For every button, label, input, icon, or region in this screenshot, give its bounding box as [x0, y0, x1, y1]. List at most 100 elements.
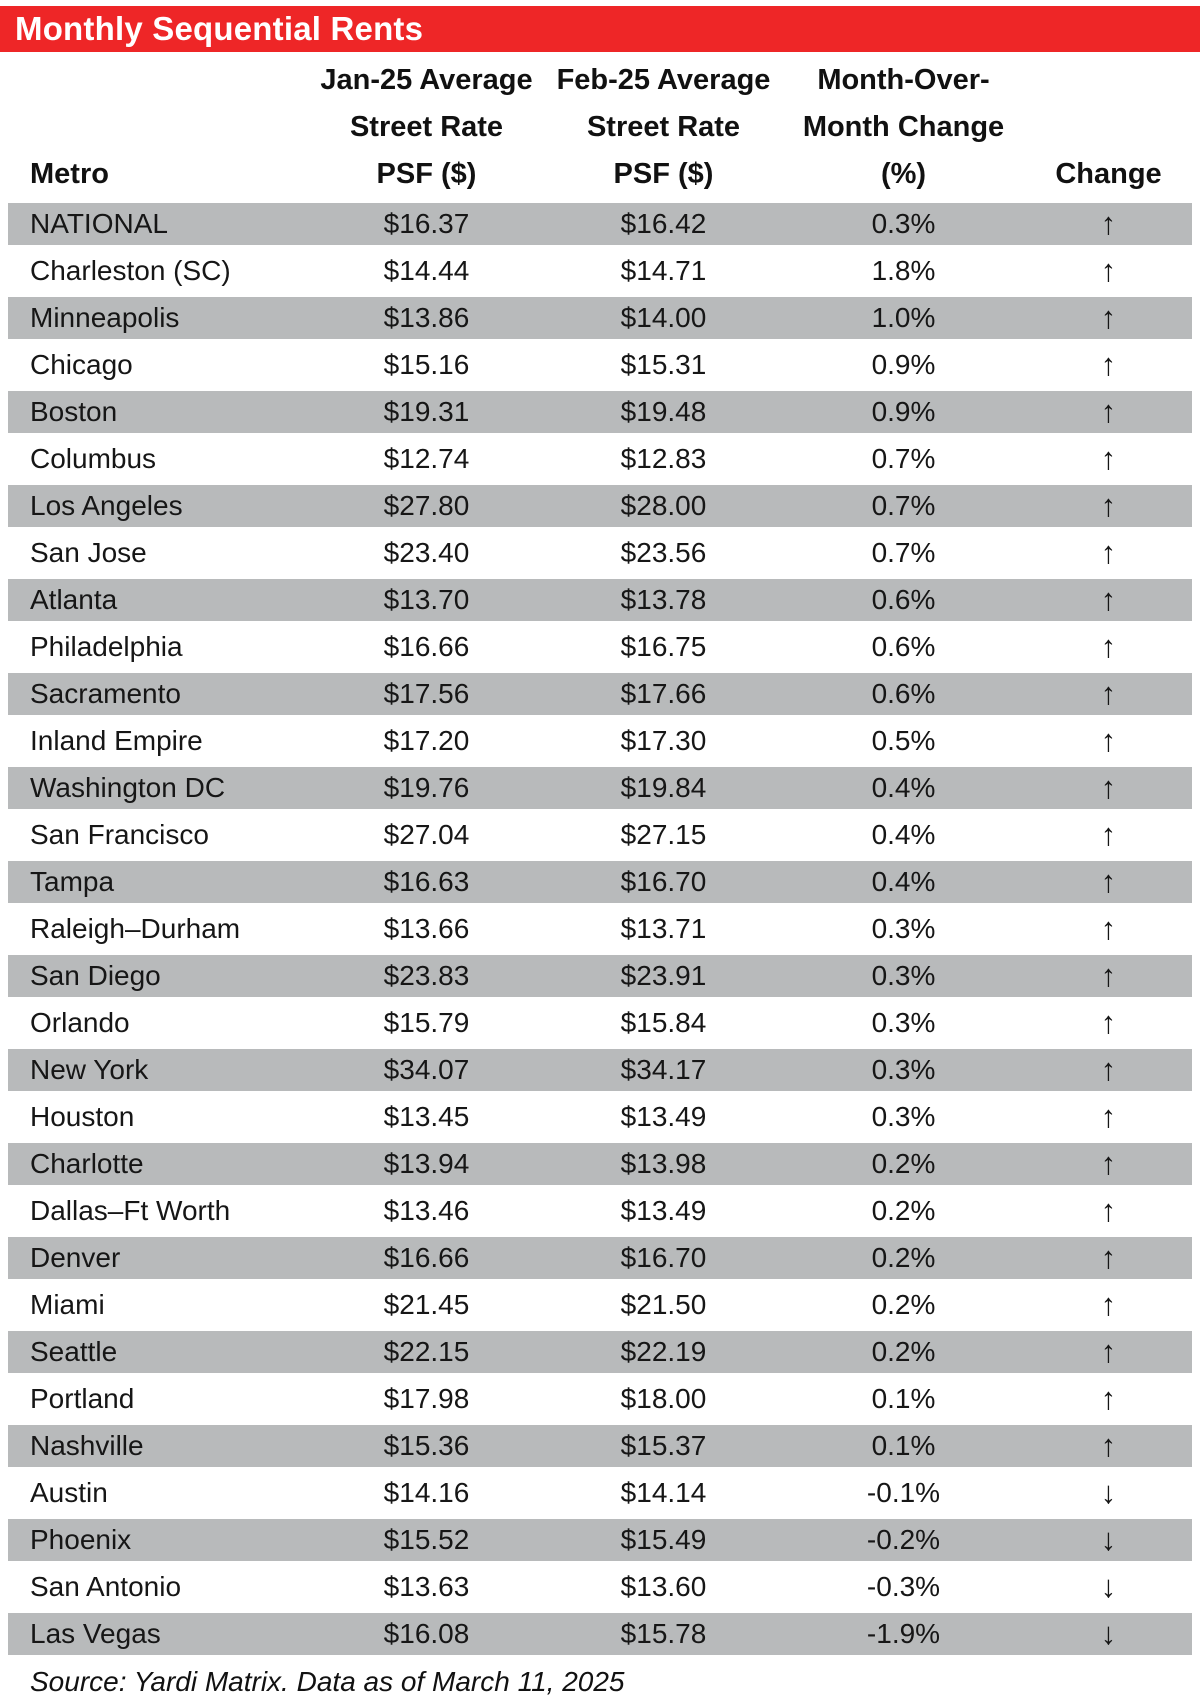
feb-rate-cell: $14.14	[545, 1472, 782, 1514]
table-row: Seattle $22.15 $22.19 0.2% ↑	[8, 1331, 1192, 1373]
up-arrow-icon: ↑	[1100, 394, 1117, 429]
table-row: Los Angeles $27.80 $28.00 0.7% ↑	[8, 485, 1192, 527]
table-row: Austin $14.16 $14.14 -0.1% ↓	[8, 1472, 1192, 1514]
up-arrow-icon: ↑	[1100, 206, 1117, 241]
metro-cell: Boston	[8, 391, 308, 433]
feb-rate-cell: $14.71	[545, 250, 782, 292]
metro-cell: Charlotte	[8, 1143, 308, 1185]
table-row: New York $34.07 $34.17 0.3% ↑	[8, 1049, 1192, 1091]
column-header-feb: Feb-25 Average Street Rate PSF ($)	[556, 64, 771, 190]
mom-change-cell: 0.6%	[782, 626, 1025, 668]
change-arrow-cell: ↑	[1025, 579, 1192, 621]
metro-cell: Nashville	[8, 1425, 308, 1467]
jan-rate-cell: $13.63	[308, 1566, 545, 1608]
feb-rate-cell: $16.75	[545, 626, 782, 668]
rents-table: Metro Jan-25 Average Street Rate PSF ($) Feb…	[8, 52, 1192, 1660]
change-arrow-cell: ↑	[1025, 1002, 1192, 1044]
feb-rate-cell: $19.84	[545, 767, 782, 809]
mom-change-cell: 0.3%	[782, 203, 1025, 245]
metro-cell: Orlando	[8, 1002, 308, 1044]
table-row: Portland $17.98 $18.00 0.1% ↑	[8, 1378, 1192, 1420]
up-arrow-icon: ↑	[1100, 1193, 1117, 1228]
table-row: Raleigh–Durham $13.66 $13.71 0.3% ↑	[8, 908, 1192, 950]
mom-change-cell: 0.3%	[782, 908, 1025, 950]
feb-rate-cell: $16.70	[545, 861, 782, 903]
change-arrow-cell: ↑	[1025, 250, 1192, 292]
up-arrow-icon: ↑	[1100, 1146, 1117, 1181]
feb-rate-cell: $34.17	[545, 1049, 782, 1091]
change-arrow-cell: ↑	[1025, 814, 1192, 856]
up-arrow-icon: ↑	[1100, 770, 1117, 805]
metro-cell: Inland Empire	[8, 720, 308, 762]
table-row: NATIONAL $16.37 $16.42 0.3% ↑	[8, 203, 1192, 245]
change-arrow-cell: ↓	[1025, 1472, 1192, 1514]
table-row: Las Vegas $16.08 $15.78 -1.9% ↓	[8, 1613, 1192, 1655]
table-row: San Jose $23.40 $23.56 0.7% ↑	[8, 532, 1192, 574]
column-header-change: Change	[1055, 158, 1162, 190]
mom-change-cell: 0.2%	[782, 1143, 1025, 1185]
up-arrow-icon: ↑	[1100, 864, 1117, 899]
mom-change-cell: 0.1%	[782, 1378, 1025, 1420]
up-arrow-icon: ↑	[1100, 1240, 1117, 1275]
jan-rate-cell: $13.86	[308, 297, 545, 339]
up-arrow-icon: ↑	[1100, 1334, 1117, 1369]
up-arrow-icon: ↑	[1100, 723, 1117, 758]
metro-cell: Charleston (SC)	[8, 250, 308, 292]
table-row: Charleston (SC) $14.44 $14.71 1.8% ↑	[8, 250, 1192, 292]
mom-change-cell: 0.3%	[782, 1049, 1025, 1091]
change-arrow-cell: ↑	[1025, 1143, 1192, 1185]
feb-rate-cell: $18.00	[545, 1378, 782, 1420]
up-arrow-icon: ↑	[1100, 629, 1117, 664]
metro-cell: Columbus	[8, 438, 308, 480]
feb-rate-cell: $13.49	[545, 1096, 782, 1138]
up-arrow-icon: ↑	[1100, 347, 1117, 382]
mom-change-cell: -0.1%	[782, 1472, 1025, 1514]
metro-cell: Los Angeles	[8, 485, 308, 527]
jan-rate-cell: $13.45	[308, 1096, 545, 1138]
down-arrow-icon: ↓	[1100, 1616, 1117, 1651]
metro-cell: Tampa	[8, 861, 308, 903]
mom-change-cell: -0.2%	[782, 1519, 1025, 1561]
change-arrow-cell: ↓	[1025, 1613, 1192, 1655]
jan-rate-cell: $22.15	[308, 1331, 545, 1373]
feb-rate-cell: $22.19	[545, 1331, 782, 1373]
change-arrow-cell: ↑	[1025, 203, 1192, 245]
table-row: Washington DC $19.76 $19.84 0.4% ↑	[8, 767, 1192, 809]
metro-cell: Minneapolis	[8, 297, 308, 339]
table-row: Atlanta $13.70 $13.78 0.6% ↑	[8, 579, 1192, 621]
feb-rate-cell: $23.56	[545, 532, 782, 574]
page-title: Monthly Sequential Rents	[15, 10, 424, 47]
feb-rate-cell: $15.49	[545, 1519, 782, 1561]
table-row: Denver $16.66 $16.70 0.2% ↑	[8, 1237, 1192, 1279]
jan-rate-cell: $15.16	[308, 344, 545, 386]
change-arrow-cell: ↓	[1025, 1519, 1192, 1561]
table-row: Houston $13.45 $13.49 0.3% ↑	[8, 1096, 1192, 1138]
jan-rate-cell: $12.74	[308, 438, 545, 480]
feb-rate-cell: $21.50	[545, 1284, 782, 1326]
change-arrow-cell: ↑	[1025, 720, 1192, 762]
mom-change-cell: 0.3%	[782, 955, 1025, 997]
table-row: Minneapolis $13.86 $14.00 1.0% ↑	[8, 297, 1192, 339]
feb-rate-cell: $13.49	[545, 1190, 782, 1232]
up-arrow-icon: ↑	[1100, 535, 1117, 570]
column-header-mom: Month-Over- Month Change (%)	[802, 64, 1005, 190]
metro-cell: San Jose	[8, 532, 308, 574]
jan-rate-cell: $23.40	[308, 532, 545, 574]
up-arrow-icon: ↑	[1100, 1381, 1117, 1416]
mom-change-cell: 0.6%	[782, 673, 1025, 715]
table-row: Charlotte $13.94 $13.98 0.2% ↑	[8, 1143, 1192, 1185]
mom-change-cell: 0.4%	[782, 814, 1025, 856]
jan-rate-cell: $19.76	[308, 767, 545, 809]
table-row: Tampa $16.63 $16.70 0.4% ↑	[8, 861, 1192, 903]
table-row: San Antonio $13.63 $13.60 -0.3% ↓	[8, 1566, 1192, 1608]
jan-rate-cell: $19.31	[308, 391, 545, 433]
mom-change-cell: 0.4%	[782, 861, 1025, 903]
change-arrow-cell: ↑	[1025, 391, 1192, 433]
metro-cell: Las Vegas	[8, 1613, 308, 1655]
table-row: Orlando $15.79 $15.84 0.3% ↑	[8, 1002, 1192, 1044]
metro-cell: Atlanta	[8, 579, 308, 621]
change-arrow-cell: ↑	[1025, 626, 1192, 668]
feb-rate-cell: $16.70	[545, 1237, 782, 1279]
feb-rate-cell: $15.78	[545, 1613, 782, 1655]
mom-change-cell: 0.6%	[782, 579, 1025, 621]
